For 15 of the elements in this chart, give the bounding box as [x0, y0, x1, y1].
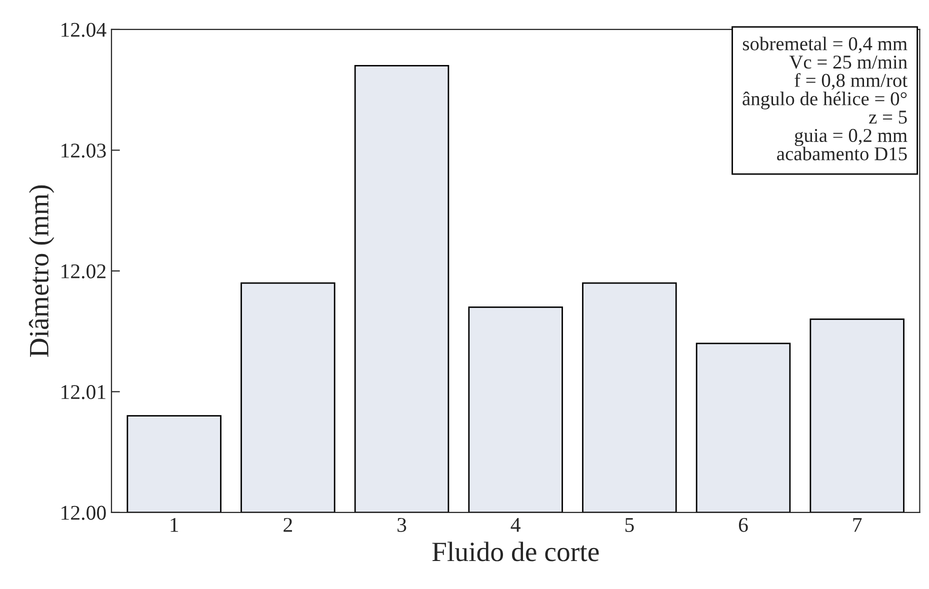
y-tick-label: 12.02 — [62, 264, 106, 278]
x-tick-label: 3 — [398, 518, 406, 532]
x-tick-label: 5 — [625, 518, 634, 532]
x-tick-label: 4 — [510, 518, 520, 532]
x-axis-title: Fluido de corte — [432, 542, 599, 562]
x-tick-label: 7 — [853, 518, 862, 532]
x-tick-label: 2 — [284, 518, 292, 532]
x-tick-label: 6 — [738, 518, 748, 532]
y-tick-label: 12.03 — [62, 144, 106, 158]
y-axis-title: Diâmetro (mm) — [28, 185, 54, 357]
y-tick-label: 12.00 — [62, 506, 106, 520]
x-tick-label: 1 — [170, 518, 178, 532]
y-tick-label: 12.04 — [62, 22, 106, 37]
y-tick-label: 12.01 — [62, 385, 106, 400]
annotation: sobremetal = 0,4 mm Vc = 25 m/min f = 0,8 mm/rot ângulo de hélice = 0° z = 5 guia = 0,2 mm acabamento D15 — [742, 36, 908, 160]
